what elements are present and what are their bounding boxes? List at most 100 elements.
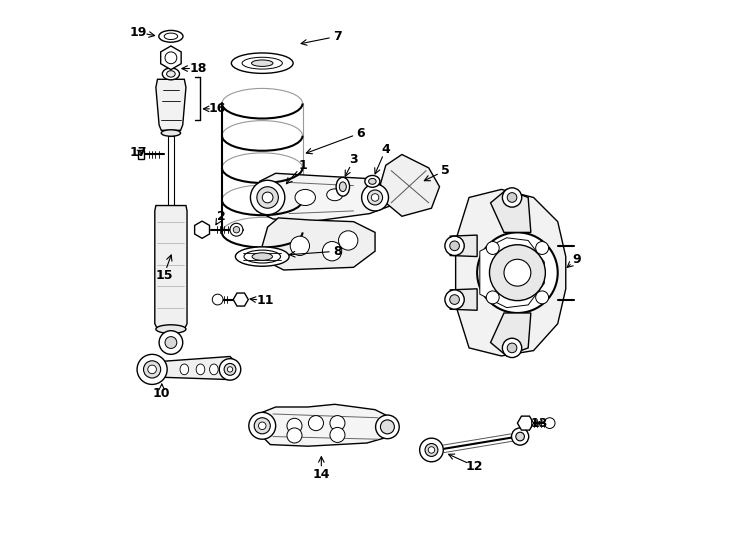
Ellipse shape xyxy=(368,178,376,184)
Ellipse shape xyxy=(242,57,283,69)
Polygon shape xyxy=(195,221,209,238)
Circle shape xyxy=(362,184,388,211)
Circle shape xyxy=(445,290,464,309)
Circle shape xyxy=(224,363,236,375)
Circle shape xyxy=(228,367,233,372)
Polygon shape xyxy=(233,293,248,306)
Circle shape xyxy=(322,241,342,261)
Text: 18: 18 xyxy=(189,62,206,75)
Circle shape xyxy=(137,354,167,384)
Circle shape xyxy=(330,416,345,430)
Circle shape xyxy=(490,245,545,301)
Circle shape xyxy=(487,241,499,254)
Text: 9: 9 xyxy=(573,253,581,266)
Text: 2: 2 xyxy=(217,210,225,223)
Circle shape xyxy=(287,428,302,443)
Ellipse shape xyxy=(252,253,272,260)
Polygon shape xyxy=(138,150,144,159)
Ellipse shape xyxy=(159,30,183,42)
Ellipse shape xyxy=(327,189,343,201)
Polygon shape xyxy=(456,190,566,356)
Polygon shape xyxy=(152,356,236,380)
Circle shape xyxy=(545,418,555,428)
Text: 3: 3 xyxy=(349,153,358,166)
Circle shape xyxy=(148,365,156,374)
Circle shape xyxy=(249,413,276,439)
Ellipse shape xyxy=(231,53,293,73)
Circle shape xyxy=(290,236,310,255)
Circle shape xyxy=(308,416,324,430)
Circle shape xyxy=(165,52,177,64)
Circle shape xyxy=(159,330,183,354)
Circle shape xyxy=(477,232,558,313)
Ellipse shape xyxy=(336,177,349,196)
Circle shape xyxy=(230,223,243,236)
Circle shape xyxy=(516,432,524,441)
Polygon shape xyxy=(257,173,396,221)
Ellipse shape xyxy=(210,364,218,375)
Ellipse shape xyxy=(196,364,205,375)
Ellipse shape xyxy=(244,250,280,263)
Polygon shape xyxy=(155,206,187,329)
Circle shape xyxy=(330,427,345,442)
Circle shape xyxy=(380,420,394,434)
Polygon shape xyxy=(517,416,534,430)
Circle shape xyxy=(507,343,517,353)
Text: 4: 4 xyxy=(382,143,390,156)
Circle shape xyxy=(450,241,459,251)
Circle shape xyxy=(450,295,459,305)
Circle shape xyxy=(536,241,548,254)
Polygon shape xyxy=(490,313,531,356)
Circle shape xyxy=(502,188,522,207)
Circle shape xyxy=(445,236,464,255)
Polygon shape xyxy=(262,218,375,270)
Text: 11: 11 xyxy=(256,294,274,307)
Ellipse shape xyxy=(339,182,346,192)
Circle shape xyxy=(425,443,438,456)
Ellipse shape xyxy=(252,60,273,66)
Ellipse shape xyxy=(156,325,186,333)
Ellipse shape xyxy=(295,190,316,206)
Text: 12: 12 xyxy=(465,460,483,472)
Circle shape xyxy=(258,422,266,429)
Text: 14: 14 xyxy=(313,468,330,481)
Text: 15: 15 xyxy=(155,269,172,282)
Ellipse shape xyxy=(236,247,289,266)
Circle shape xyxy=(376,415,399,438)
Circle shape xyxy=(212,294,223,305)
Ellipse shape xyxy=(365,176,380,187)
Ellipse shape xyxy=(161,130,181,136)
Ellipse shape xyxy=(162,68,180,80)
Polygon shape xyxy=(380,154,440,217)
Text: 5: 5 xyxy=(440,164,449,177)
Text: 17: 17 xyxy=(130,146,148,159)
Circle shape xyxy=(165,336,177,348)
Text: 6: 6 xyxy=(356,126,365,139)
Circle shape xyxy=(371,194,379,201)
Circle shape xyxy=(338,231,358,250)
Circle shape xyxy=(428,447,435,453)
Ellipse shape xyxy=(164,33,178,39)
Circle shape xyxy=(219,359,241,380)
Circle shape xyxy=(507,193,517,202)
Polygon shape xyxy=(161,46,181,70)
Circle shape xyxy=(420,438,443,462)
Text: 1: 1 xyxy=(298,159,307,172)
Ellipse shape xyxy=(167,71,175,77)
Polygon shape xyxy=(257,404,393,446)
Circle shape xyxy=(254,418,270,434)
Text: 19: 19 xyxy=(130,26,148,39)
Circle shape xyxy=(250,180,285,215)
Polygon shape xyxy=(480,238,545,308)
Ellipse shape xyxy=(180,364,189,375)
Text: 13: 13 xyxy=(530,416,548,430)
Circle shape xyxy=(504,259,531,286)
Circle shape xyxy=(487,291,499,304)
Text: 8: 8 xyxy=(333,245,342,258)
Text: 16: 16 xyxy=(209,103,226,116)
Circle shape xyxy=(368,190,382,205)
Circle shape xyxy=(262,192,273,203)
Circle shape xyxy=(536,291,548,304)
Circle shape xyxy=(502,338,522,357)
Polygon shape xyxy=(450,235,477,256)
